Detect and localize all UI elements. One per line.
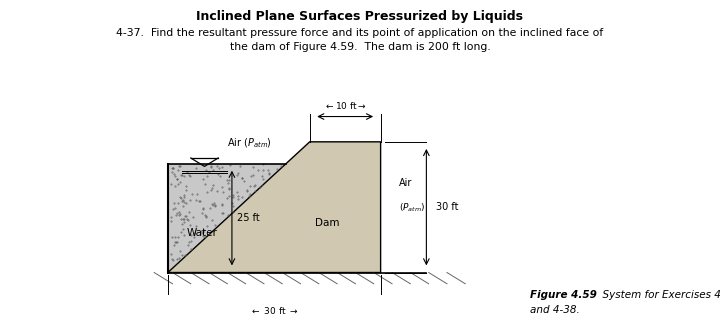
Text: Water: Water xyxy=(186,228,217,238)
Text: $\leftarrow$ 30 ft $\rightarrow$: $\leftarrow$ 30 ft $\rightarrow$ xyxy=(250,305,299,316)
Text: $\leftarrow$10 ft$\rightarrow$: $\leftarrow$10 ft$\rightarrow$ xyxy=(324,100,366,111)
Text: Air: Air xyxy=(399,177,413,188)
Text: 30 ft: 30 ft xyxy=(436,202,458,212)
Text: the dam of Figure 4.59.  The dam is 200 ft long.: the dam of Figure 4.59. The dam is 200 f… xyxy=(230,42,490,52)
Text: System for Exercises 4-37: System for Exercises 4-37 xyxy=(596,290,720,300)
Polygon shape xyxy=(168,164,286,273)
Polygon shape xyxy=(168,142,381,273)
Text: Air ($P_{atm}$): Air ($P_{atm}$) xyxy=(228,136,272,150)
Text: ($P_{atm}$): ($P_{atm}$) xyxy=(399,201,426,214)
Text: 25 ft: 25 ft xyxy=(236,213,259,223)
Text: Inclined Plane Surfaces Pressurized by Liquids: Inclined Plane Surfaces Pressurized by L… xyxy=(197,10,523,23)
Text: 4-37.  Find the resultant pressure force and its point of application on the inc: 4-37. Find the resultant pressure force … xyxy=(117,28,603,38)
Text: Dam: Dam xyxy=(315,218,339,228)
Text: Figure 4.59: Figure 4.59 xyxy=(530,290,597,300)
Text: and 4-38.: and 4-38. xyxy=(530,305,580,315)
